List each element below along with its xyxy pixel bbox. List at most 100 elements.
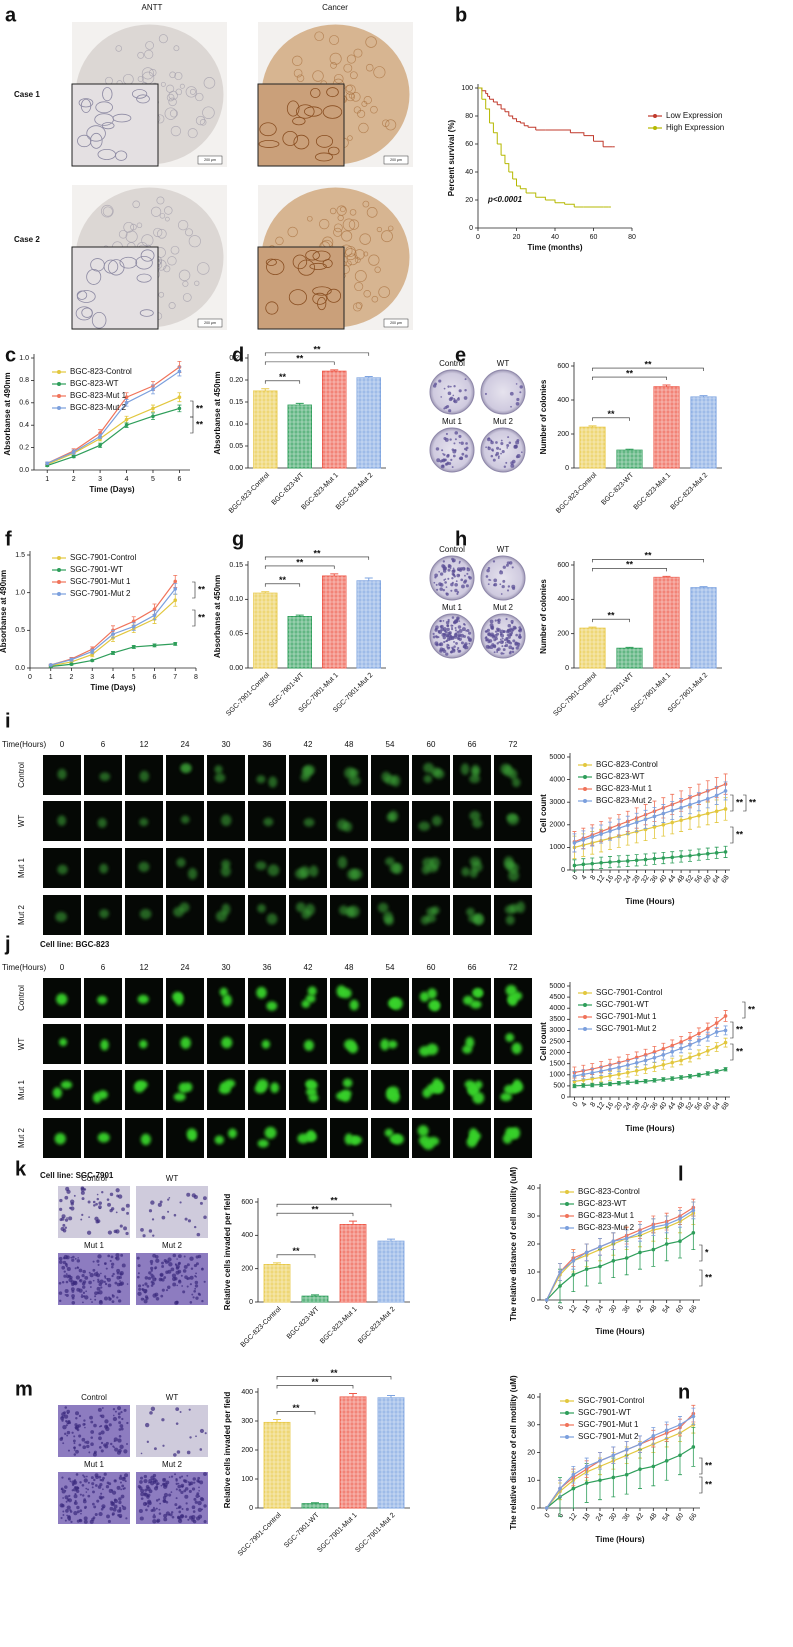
point [599, 1069, 603, 1073]
colony [504, 642, 507, 644]
invaded-cell [80, 1190, 85, 1195]
cell [381, 771, 391, 783]
annotation: ** [705, 1272, 713, 1282]
bar-texture [653, 577, 680, 668]
cell [228, 1128, 237, 1139]
tissue-texture [371, 295, 379, 303]
invaded-cell [80, 1295, 84, 1298]
point [714, 1030, 719, 1034]
invaded-cell [178, 1488, 182, 1492]
invaded-cell [167, 1210, 170, 1213]
invaded-cell [152, 1293, 157, 1298]
invaded-cell [58, 1260, 63, 1264]
invaded-cell [149, 1411, 153, 1415]
legend-marker [565, 1435, 569, 1439]
tissue-texture [329, 207, 337, 215]
point [652, 814, 657, 819]
invaded-cell [190, 1267, 194, 1270]
x-tick-label: 4 [581, 874, 589, 881]
invaded-cell [98, 1475, 102, 1479]
colony [444, 581, 447, 584]
colony [501, 584, 505, 589]
point [173, 598, 178, 602]
survival-step [570, 132, 585, 136]
y-tick-label: 0.6 [19, 400, 29, 407]
colony [515, 455, 519, 459]
y-tick-label: 0.8 [19, 377, 29, 384]
point [714, 793, 719, 798]
colony-dish [480, 427, 526, 473]
colony [484, 636, 488, 640]
significance-bracket [264, 556, 370, 560]
invaded-cell [166, 1285, 171, 1290]
invaded-cell [65, 1280, 69, 1284]
colony [451, 577, 454, 580]
y-tick-label: 2500 [549, 1038, 565, 1045]
tissue-texture [365, 36, 377, 48]
point [177, 395, 182, 400]
tissue-texture [319, 218, 330, 230]
invaded-cell [194, 1500, 198, 1504]
panel-letter: c [5, 344, 16, 366]
colony [502, 579, 506, 583]
cell-frame [248, 848, 286, 888]
error-bar [699, 586, 708, 588]
cell-frame [494, 895, 532, 935]
colony [447, 577, 450, 580]
invaded-cell [154, 1479, 158, 1483]
invaded-cell [154, 1254, 159, 1259]
y-tick-label: 1000 [549, 844, 565, 851]
invaded-cell [150, 1200, 155, 1205]
invaded-cell [79, 1493, 82, 1496]
cell [468, 1135, 479, 1144]
invaded-cell [76, 1510, 80, 1514]
time-value: 60 [427, 963, 436, 972]
point [688, 816, 692, 820]
significance-label: ** [313, 548, 321, 558]
colony [451, 646, 454, 650]
colony [458, 560, 461, 563]
colony [496, 629, 500, 632]
invaded-cell [145, 1289, 148, 1292]
invaded-cell [92, 1490, 95, 1494]
cell [270, 1082, 280, 1094]
tissue-texture [195, 115, 206, 126]
cell-frame [371, 978, 409, 1018]
colony [452, 454, 456, 458]
invaded-cell [125, 1231, 129, 1236]
point [590, 835, 595, 839]
point [714, 1045, 719, 1049]
colony [438, 379, 442, 383]
bar-texture [340, 1224, 366, 1302]
image-label: Mut 1 [84, 1241, 105, 1250]
survival-step [583, 135, 594, 142]
legend-marker [583, 787, 587, 791]
error-bar [662, 384, 671, 387]
invaded-cell [199, 1496, 204, 1501]
invaded-cell [110, 1442, 113, 1446]
invaded-cell [153, 1513, 155, 1516]
invaded-cell [180, 1274, 183, 1277]
tissue-texture [381, 230, 393, 243]
y-tick-label: 1500 [549, 1061, 565, 1068]
point [634, 1061, 639, 1065]
cell [422, 857, 434, 868]
cell [57, 864, 68, 875]
invaded-cell [65, 1419, 68, 1423]
x-tick-label: 4 [125, 476, 129, 483]
cell [472, 988, 483, 998]
colony [505, 643, 509, 648]
cell [417, 1125, 429, 1137]
y-tick-label: 100 [461, 85, 473, 92]
cell [97, 1132, 110, 1143]
colony [500, 442, 504, 446]
colony [519, 391, 522, 394]
cell [266, 913, 278, 925]
inset-texture [315, 152, 333, 162]
y-tick-label: 30 [527, 1422, 535, 1429]
cell [97, 995, 108, 1005]
tissue-texture [144, 49, 154, 59]
cell [307, 986, 317, 996]
invaded-cell [82, 1280, 87, 1284]
invaded-cell [89, 1298, 92, 1301]
